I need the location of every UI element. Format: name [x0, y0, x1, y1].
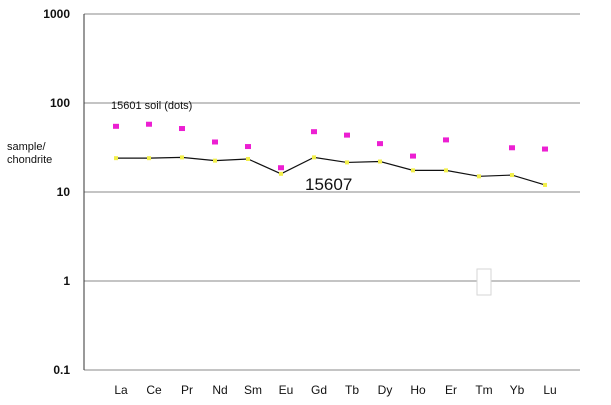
annotation-15601-soil: 15601 soil (dots): [111, 100, 192, 112]
point-15607-Tb: [345, 160, 349, 165]
y-tick-1: 1: [63, 274, 70, 288]
x-tick-Tm: Tm: [475, 383, 492, 397]
x-tick-Nd: Nd: [212, 383, 227, 397]
x-tick-Eu: Eu: [279, 383, 294, 397]
x-tick-Pr: Pr: [181, 383, 193, 397]
point-15607-Pr: [180, 155, 184, 160]
point-15601-Eu: [278, 165, 284, 171]
y-tick-0.1: 0.1: [53, 363, 70, 377]
grid-lines: [84, 13, 580, 371]
point-15607-Ce: [147, 156, 151, 161]
x-tick-La: La: [114, 383, 128, 397]
point-15607-Er: [444, 168, 448, 173]
point-15601-Ce: [146, 121, 152, 127]
point-15607-Nd: [213, 158, 217, 163]
y-tick-1000: 1000: [43, 7, 70, 21]
point-15607-Ho: [411, 168, 415, 173]
y-axis-label-line2: chondrite: [7, 154, 53, 166]
point-15607-Sm: [246, 156, 250, 161]
y-tick-10: 10: [57, 185, 71, 199]
series-15601-soil: [113, 121, 548, 171]
point-15601-Nd: [212, 139, 218, 145]
x-tick-Gd: Gd: [311, 383, 327, 397]
point-15607-Eu: [279, 171, 283, 176]
x-tick-Yb: Yb: [510, 383, 525, 397]
annotation-15607: 15607: [305, 175, 352, 194]
blank-marker-box: [476, 268, 492, 296]
x-tick-Sm: Sm: [244, 383, 262, 397]
y-axis-label: sample/ chondrite: [7, 141, 52, 167]
point-15607-Yb: [510, 173, 514, 178]
point-15601-Ho: [410, 153, 416, 159]
point-15601-Sm: [245, 144, 251, 150]
point-15601-La: [113, 123, 119, 129]
x-tick-Tb: Tb: [345, 383, 359, 397]
y-tick-labels: 0.1 1 10 100 1000: [43, 7, 70, 377]
point-15607-Gd: [312, 155, 316, 160]
x-tick-Ho: Ho: [410, 383, 426, 397]
point-15601-Yb: [509, 145, 515, 151]
series-15607: [114, 155, 547, 187]
y-tick-100: 100: [50, 96, 70, 110]
point-15601-Lu: [542, 146, 548, 152]
x-tick-Lu: Lu: [543, 383, 556, 397]
x-tick-labels: La Ce Pr Nd Sm Eu Gd Tb Dy Ho Er Tm Yb Lu: [114, 383, 556, 397]
point-15601-Er: [443, 137, 449, 143]
point-15601-Gd: [311, 129, 317, 135]
point-15607-La: [114, 156, 118, 161]
x-tick-Ce: Ce: [146, 383, 162, 397]
point-15607-Dy: [378, 159, 382, 164]
point-15601-Tb: [344, 132, 350, 138]
point-15607-Tm: [477, 174, 481, 179]
x-tick-Er: Er: [445, 383, 457, 397]
point-15601-Pr: [179, 126, 185, 132]
y-axis-label-line1: sample/: [7, 141, 46, 153]
point-15601-Dy: [377, 141, 383, 147]
x-tick-Dy: Dy: [378, 383, 393, 397]
point-15607-Lu: [543, 182, 547, 187]
series-line-15607: [116, 156, 546, 186]
